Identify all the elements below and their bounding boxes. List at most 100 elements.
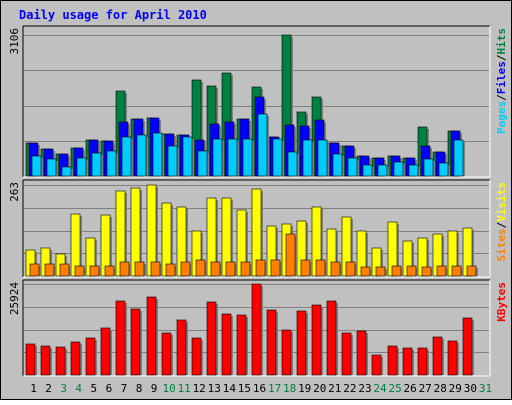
day-label: 28 [434,382,447,395]
day-label: 8 [136,382,143,395]
bar-kbytes [206,301,217,376]
bar-pages [423,158,434,177]
bar-pages [136,134,147,177]
bar-kbytes [130,308,141,376]
bar-sites [240,261,251,277]
day-label: 5 [90,382,97,395]
bar-sites [406,265,417,277]
bar-pages [227,138,238,177]
bar-sites [195,259,206,277]
bar-pages [377,164,388,177]
bar-kbytes [281,329,292,376]
bar-kbytes [387,345,398,376]
day-label: 30 [464,382,477,395]
bar-pages [438,162,449,177]
bar-kbytes [40,345,51,376]
bar-kbytes [191,337,202,376]
bar-sites [255,259,266,277]
bar-pages [61,166,72,177]
legend-entry: / [495,54,508,61]
day-label: 29 [449,382,462,395]
bar-pages [76,157,87,177]
day-label: 31 [479,382,492,395]
panel-legend: Sites/Visits [495,182,508,262]
day-label: 7 [121,382,128,395]
bar-pages [347,157,358,177]
legend-entry: Visits [495,182,508,222]
bar-sites [421,266,432,277]
panel-max-label: 3106 [8,28,21,55]
bar-kbytes [115,300,126,376]
bar-kbytes [266,309,277,376]
bar-pages [212,138,223,177]
day-label: 3 [60,382,67,395]
panel-legend: KBytes [495,282,508,322]
bar-sites [210,261,221,277]
bar-sites [330,261,341,277]
bar-sites [270,259,281,277]
day-label: 1 [30,382,37,395]
bar-pages [332,153,343,177]
day-label: 24 [373,382,387,395]
day-label: 19 [298,382,311,395]
bar-pages [121,136,132,177]
bar-sites [150,261,161,277]
bar-sites [391,265,402,277]
day-label: 11 [178,382,191,395]
bar-sites [89,265,100,277]
bar-sites [315,259,326,277]
bar-pages [182,136,193,177]
bar-kbytes [55,346,66,376]
bar-pages [272,138,283,177]
bar-sites [180,261,191,277]
bar-pages [152,132,163,177]
bar-sites [360,266,371,277]
day-label: 21 [328,382,341,395]
bar-kbytes [70,341,81,376]
bar-pages [257,113,268,177]
bar-kbytes [296,310,307,376]
bar-pages [197,150,208,177]
bar-sites [119,261,130,277]
bar-pages [287,151,298,177]
chart-title: Daily usage for April 2010 [19,8,207,22]
bar-sites [375,266,386,277]
day-label: 2 [45,382,52,395]
bar-pages [242,138,253,177]
bar-pages [408,164,419,177]
bar-pages [317,139,328,177]
bar-sites [74,265,85,277]
bar-sites [300,259,311,277]
day-axis: 1 2 3 4 5 6 7 8 9 10 11 12 13 14 15 16 17 18 19 20 21 22 23 24 2… [30,382,492,395]
day-label: 20 [313,382,326,395]
hits-panel: 3106 Pages/Files/Hits [8,25,508,178]
day-label: 10 [162,382,175,395]
bar-kbytes [356,330,367,376]
day-label: 16 [253,382,266,395]
bar-kbytes [432,336,443,376]
bar-sites [225,261,236,277]
day-label: 15 [238,382,251,395]
legend-entry: Files [495,61,508,94]
kbytes-panel: 25924 KBytes [8,279,508,377]
day-label: 4 [75,382,82,395]
day-label: 26 [403,382,416,395]
bar-sites [466,265,477,277]
bar-pages [453,139,464,177]
bar-kbytes [462,317,473,376]
bar-kbytes [417,347,428,376]
bar-sites [29,263,40,277]
bar-kbytes [326,300,337,376]
legend-entry: Hits [495,28,508,55]
bar-pages [167,145,178,177]
bar-sites [165,263,176,277]
legend-entry: / [495,221,508,228]
bar-kbytes [100,327,111,376]
bar-kbytes [221,313,232,376]
panel-legend: Pages/Files/Hits [495,28,508,134]
day-label: 25 [388,382,401,395]
day-label: 18 [283,382,296,395]
bar-kbytes [402,347,413,376]
